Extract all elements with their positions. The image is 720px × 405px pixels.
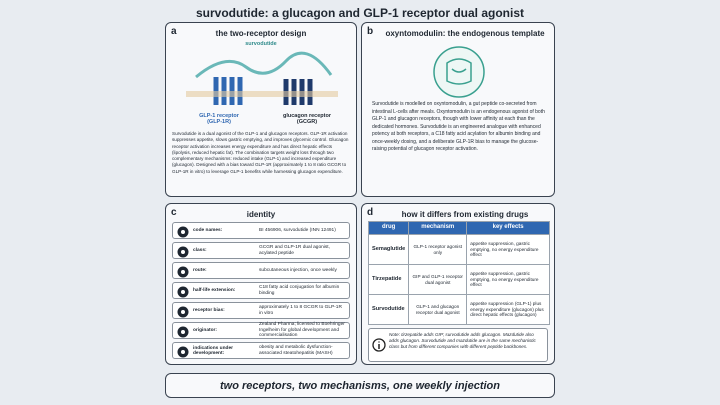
panel-letter: b <box>367 26 374 37</box>
row-value: obesity and metabolic dysfunction-associ… <box>259 344 333 356</box>
row-value: approximately 1 to 8 GCGR to GLP-1R in v… <box>259 304 342 316</box>
row-icon <box>177 346 189 358</box>
panel-d: d how it differs from existing drugs dru… <box>361 203 555 365</box>
panel-b: b oxyntomodulin: the endogenous template… <box>361 22 555 197</box>
identity-row: receptor bias: approximately 1 to 8 GCGR … <box>172 302 350 319</box>
table-row: Survodutide GLP-1 and glucagon receptor d… <box>367 294 550 325</box>
row-icon <box>177 226 189 238</box>
row-label: originator: <box>193 328 217 333</box>
row-value: C18 fatty acid conjugation for albumin b… <box>259 284 340 296</box>
row-icon <box>177 266 189 278</box>
row-label: code names: <box>193 228 223 233</box>
drug-name: Semaglutide <box>367 234 410 265</box>
table-cell: appetite suppression (GLP-1) plus energy… <box>466 294 550 325</box>
row-label: indications under development: <box>193 345 233 356</box>
note-box: Note: tirzepatide adds GIP; survodutide … <box>368 328 548 362</box>
panel-title: the two-receptor design <box>215 29 307 38</box>
title: survodutide: a glucagon and GLP-1 recept… <box>195 6 525 20</box>
identity-row: class: GCGR and GLP-1R dual agonist, acyl… <box>172 242 350 259</box>
table-cell: GIP and GLP-1 receptor dual agonist <box>408 264 468 295</box>
table-cell: appetite suppression, gastric emptying, … <box>466 234 550 265</box>
column-header: key effects <box>466 221 550 235</box>
receptor-label: glucagon receptor (GCGR) <box>283 113 331 125</box>
note: Note: tirzepatide adds GIP; survodutide … <box>389 332 536 349</box>
paragraph: Survodutide is modelled on oxyntomodulin… <box>372 101 545 152</box>
header-row: drug mechanism key effects <box>367 221 550 235</box>
table-row: Tirzepatide GIP and GLP-1 receptor dual a… <box>367 264 550 295</box>
table-cell: GLP-1 receptor agonist only <box>408 234 468 265</box>
row-label: receptor bias: <box>193 308 225 313</box>
paragraph: Survodutide is a dual agonist of the GLP… <box>172 131 349 174</box>
drug-name: Tirzepatide <box>367 264 410 295</box>
row-label: route: <box>193 268 207 273</box>
table-cell: appetite suppression, gastric emptying, … <box>466 264 550 295</box>
row-value: GCGR and GLP-1R dual agonist, acylated p… <box>259 244 330 256</box>
row-value: Zealand Pharma; licensed to Boehringer I… <box>259 322 345 339</box>
panel-c: c identity code names: BI 456906, survodu… <box>165 203 357 365</box>
info-icon <box>372 338 386 352</box>
footer-banner: two receptors, two mechanisms, one weekl… <box>165 373 555 398</box>
gut-icon <box>433 46 485 98</box>
row-icon <box>177 306 189 318</box>
panel-title: how it differs from existing drugs <box>401 210 529 219</box>
column-header: drug <box>367 221 410 235</box>
comparison-table: drug mechanism key effects Semaglutide GLP-1… <box>367 221 550 325</box>
row-icon <box>177 246 189 258</box>
identity-row: route: subcutaneous injection, once weekl… <box>172 262 350 279</box>
row-value: subcutaneous injection, once weekly <box>259 267 337 273</box>
panel-letter: c <box>171 207 177 218</box>
identity-row: indications under development: obesity an… <box>172 342 350 359</box>
table-row: Semaglutide GLP-1 receptor agonist only ap… <box>367 234 550 265</box>
receptor-label: GLP-1 receptor (GLP-1R) <box>199 113 239 125</box>
row-icon <box>177 326 189 338</box>
panel-title: oxyntomodulin: the endogenous template <box>385 29 545 38</box>
row-value: BI 456906, survodutide (INN 12491) <box>259 227 336 233</box>
panel-letter: d <box>367 207 374 218</box>
identity-row: code names: BI 456906, survodutide (INN 1… <box>172 222 350 239</box>
row-label: half-life extension: <box>193 288 236 293</box>
receptor-diagram <box>186 51 338 105</box>
panel-letter: a <box>171 26 177 37</box>
row-label: class: <box>193 248 207 253</box>
identity-row: originator: Zealand Pharma; licensed to B… <box>172 322 350 339</box>
molecule-label: survodutide <box>245 41 277 47</box>
table-cell: GLP-1 and glucagon receptor dual agonist <box>408 294 468 325</box>
row-icon <box>177 286 189 298</box>
column-header: mechanism <box>408 221 468 235</box>
drug-name: Survodutide <box>367 294 410 325</box>
identity-row: half-life extension: C18 fatty acid conju… <box>172 282 350 299</box>
panel-a: a the two-receptor design survodutide GL… <box>165 22 357 197</box>
panel-title: identity <box>246 210 276 219</box>
